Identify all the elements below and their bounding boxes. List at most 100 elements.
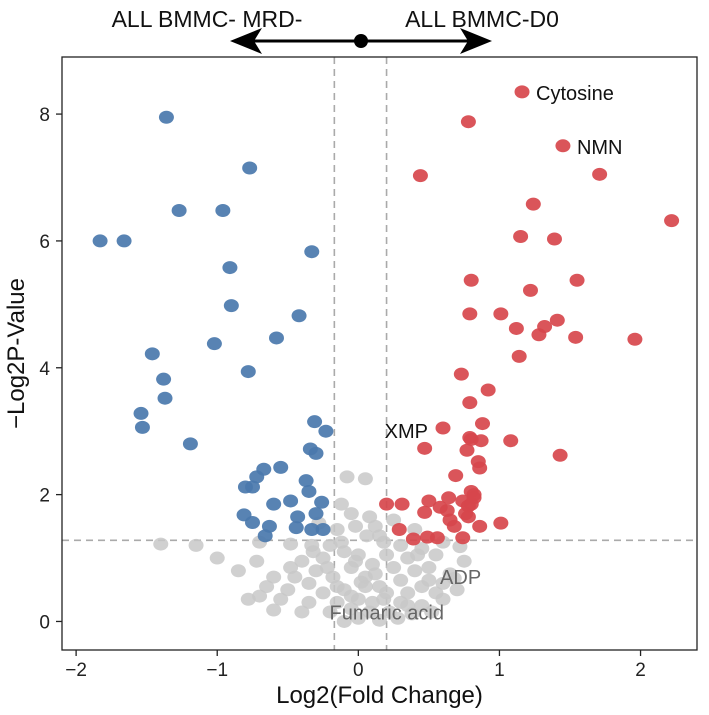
y-tick-label-4: 8 (39, 105, 50, 126)
point-ns-1 (188, 538, 204, 552)
point-up-10 (463, 273, 479, 287)
point-ns-73 (407, 522, 423, 536)
point-up-58 (405, 532, 421, 546)
point-ns-29 (386, 561, 402, 575)
point-down-15 (157, 391, 173, 405)
point-up-55 (493, 516, 509, 530)
point-ns-80 (283, 561, 299, 575)
point-ns-7 (357, 472, 373, 486)
x-tick-label-3: 1 (494, 660, 505, 681)
point-up-30 (417, 441, 433, 455)
point-down-20 (182, 437, 198, 451)
point-down-19 (318, 424, 334, 438)
point-ns-56 (435, 592, 451, 606)
point-ns-58 (343, 602, 359, 616)
point-ns-2 (209, 551, 225, 565)
point-ns-72 (376, 535, 392, 549)
point-up-54 (472, 519, 488, 533)
direction-arrow-center-dot (354, 34, 368, 48)
point-up-5 (525, 197, 541, 211)
point-ns-24 (379, 548, 395, 562)
point-down-8 (223, 299, 239, 313)
point-down-32 (314, 495, 330, 509)
point-up-15 (508, 321, 524, 335)
x-axis: −2 −1 0 1 2 (65, 650, 646, 681)
point-up-31 (459, 443, 475, 457)
point-ns-30 (308, 564, 324, 578)
point-down-17 (134, 420, 150, 434)
point-down-13 (240, 365, 256, 379)
y-tick-label-0: 0 (39, 612, 50, 633)
point-ns-95 (230, 564, 246, 578)
point-ns-38 (266, 570, 282, 584)
point-ns-15 (322, 538, 338, 552)
point-down-1 (242, 161, 258, 175)
point-up-12 (462, 307, 478, 321)
point-down-40 (304, 522, 320, 536)
point-down-30 (283, 494, 299, 508)
point-up-17 (531, 328, 547, 342)
point-down-39 (315, 522, 331, 536)
point-ns-46 (315, 586, 331, 600)
point-down-23 (273, 460, 289, 474)
point-ns-94 (249, 554, 265, 568)
x-tick-label-2: 0 (353, 660, 364, 681)
point-up-33 (472, 461, 488, 475)
point-ns-82 (259, 580, 275, 594)
point-up-23 (462, 396, 478, 410)
point-ns-50 (329, 595, 345, 609)
point-up-22 (480, 383, 496, 397)
point-up-18 (568, 330, 584, 344)
point-ns-61 (322, 605, 338, 619)
point-ns-89 (333, 535, 349, 549)
direction-label-right: ALL BMMC-D0 (405, 6, 559, 32)
annotation-xmp: XMP (385, 421, 428, 443)
point-ns-69 (390, 611, 406, 625)
point-up-34 (552, 448, 568, 462)
direction-label-left: ALL BMMC- MRD- (112, 6, 303, 32)
point-ns-91 (240, 592, 256, 606)
point-down-28 (237, 480, 253, 494)
point-up-24 (435, 421, 451, 435)
point-up-35 (448, 469, 464, 483)
point-up-53 (391, 522, 407, 536)
point-up-11 (522, 283, 538, 297)
point-ns-92 (456, 554, 472, 568)
point-ns-0 (153, 537, 169, 551)
plot-frame (61, 56, 698, 651)
point-down-14 (156, 372, 172, 386)
point-ns-26 (294, 554, 310, 568)
point-ns-86 (376, 592, 392, 606)
point-ns-39 (301, 576, 317, 590)
point-ns-90 (359, 529, 375, 543)
point-ns-16 (393, 538, 409, 552)
point-down-34 (290, 510, 306, 524)
point-up-6 (664, 214, 680, 228)
point-ns-4 (283, 537, 299, 551)
point-ns-65 (266, 603, 282, 617)
y-axis-title: −Log2P-Value (3, 278, 30, 429)
point-down-26 (298, 474, 314, 488)
point-ns-11 (348, 519, 364, 533)
point-down-6 (304, 245, 320, 259)
point-ns-54 (273, 592, 289, 606)
point-down-31 (266, 497, 282, 511)
point-annotations: Cytosine NMN XMP ADP Fumaric acid (330, 83, 623, 625)
point-ns-66 (350, 611, 366, 625)
point-ns-6 (339, 470, 355, 484)
point-down-35 (308, 507, 324, 521)
y-tick-label-3: 6 (39, 232, 50, 253)
x-tick-label-4: 2 (635, 660, 646, 681)
point-up-45 (394, 497, 410, 511)
point-ns-88 (410, 548, 426, 562)
point-ns-47 (280, 583, 296, 597)
point-down-0 (158, 110, 174, 124)
point-ns-78 (305, 545, 321, 559)
point-up-14 (549, 313, 565, 327)
point-up-28 (473, 434, 489, 448)
y-tick-label-2: 4 (39, 359, 50, 380)
annotation-nmn: NMN (577, 137, 623, 159)
point-ns-44 (400, 586, 416, 600)
point-ns-31 (407, 564, 423, 578)
